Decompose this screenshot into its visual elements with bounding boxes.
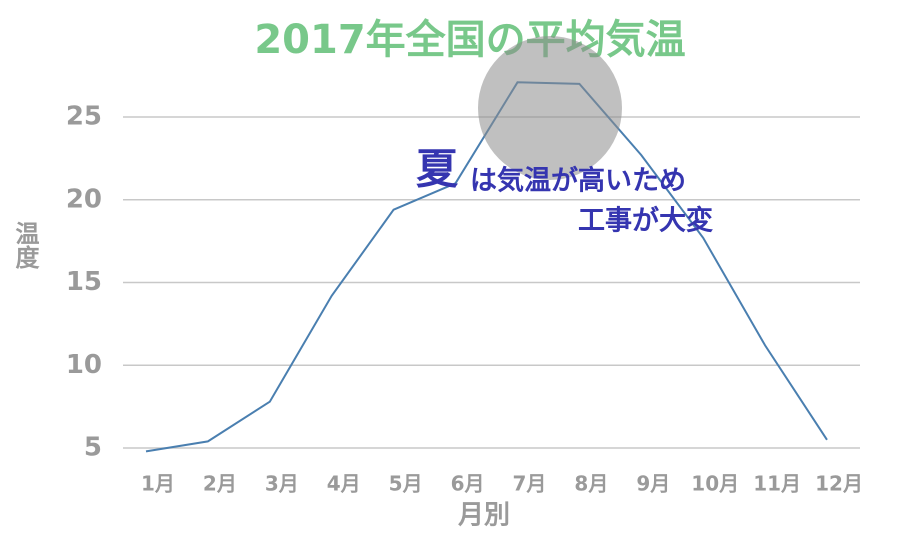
highlight-circle (478, 36, 622, 180)
y-tick-label: 15 (66, 267, 102, 297)
plot-area: 5 10 15 20 25 1月 2月 3月 4月 5月 6月 7月 8月 9月 10月 11月 12月 (66, 81, 863, 496)
annotation: は気温が高いため (470, 165, 686, 197)
y-axis-label: 温度 (11, 221, 39, 270)
x-tick-label: 7月 (512, 472, 546, 496)
x-tick-label: 3月 (265, 472, 299, 496)
x-tick-label: 2月 (203, 472, 237, 496)
y-tick-label: 20 (66, 184, 102, 214)
x-tick-label: 12月 (815, 472, 863, 496)
x-tick-label: 9月 (636, 472, 670, 496)
x-axis-label: 月別 (457, 501, 510, 531)
x-tick-label: 6月 (451, 472, 485, 496)
annotation: 夏 (416, 145, 459, 194)
x-tick-label: 4月 (327, 472, 361, 496)
annotation: 工事が大変 (578, 205, 713, 237)
x-tick-label: 5月 (389, 472, 423, 496)
x-tick-label: 10月 (691, 472, 739, 496)
x-tick-label: 8月 (574, 472, 608, 496)
x-tick-label: 1月 (141, 472, 175, 496)
y-tick-label: 25 (66, 102, 102, 132)
x-tick-label: 11月 (753, 472, 801, 496)
y-tick-label: 5 (84, 433, 102, 463)
y-tick-label: 10 (66, 350, 102, 380)
chart-title: 2017年全国の平均気温 (254, 17, 685, 63)
